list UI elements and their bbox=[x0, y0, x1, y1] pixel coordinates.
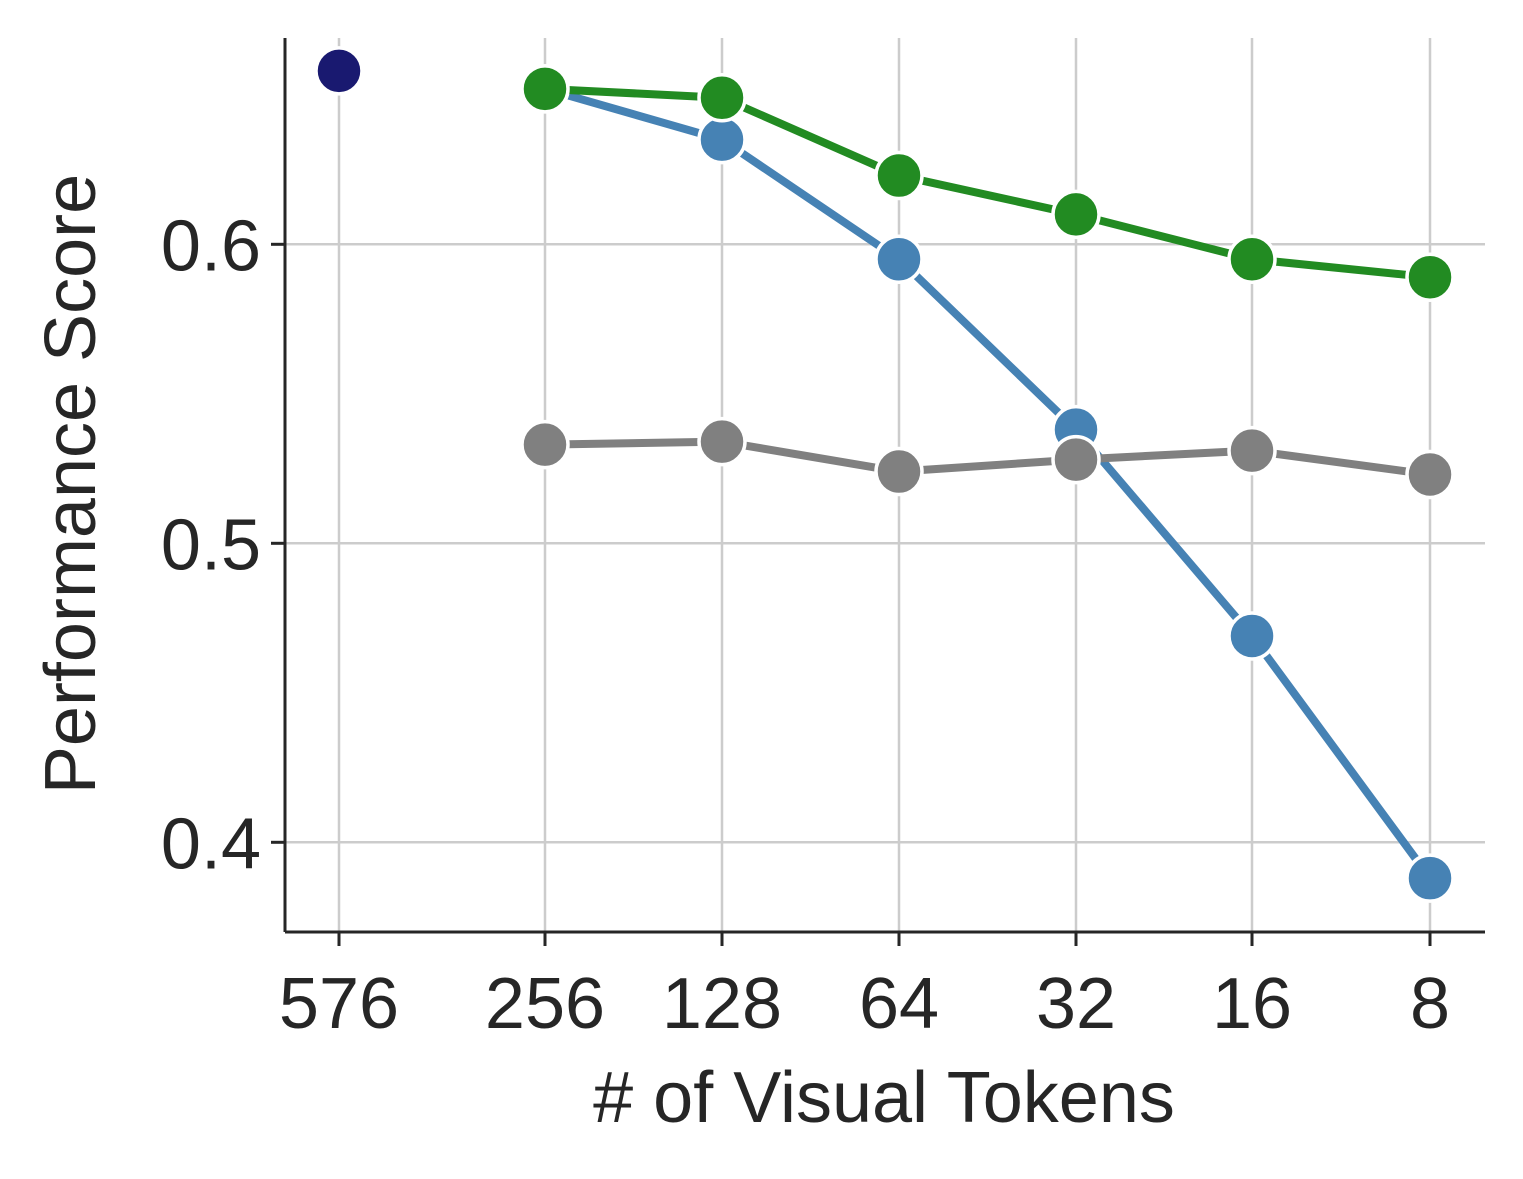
series-layer bbox=[314, 46, 1455, 903]
series-line bbox=[541, 84, 1434, 883]
x-tick-label: 128 bbox=[662, 964, 782, 1044]
data-point bbox=[697, 114, 747, 165]
data-point bbox=[314, 46, 364, 96]
data-point bbox=[874, 234, 924, 285]
x-tick-label: 256 bbox=[485, 964, 605, 1044]
data-point bbox=[1051, 434, 1101, 485]
data-point bbox=[1405, 252, 1455, 302]
series-3 bbox=[314, 46, 364, 96]
series-line bbox=[541, 84, 1434, 282]
data-point bbox=[520, 419, 570, 470]
data-point bbox=[1051, 189, 1101, 240]
x-axis-label: # of Visual Tokens bbox=[593, 1058, 1175, 1138]
y-tick-label: 0.4 bbox=[161, 804, 261, 884]
tick-labels: 576 256 128 64 32 16 8 0.4 0.5 0.6 bbox=[161, 206, 1450, 1044]
data-point bbox=[697, 416, 747, 467]
x-tick-label: 64 bbox=[859, 964, 939, 1044]
grid bbox=[285, 38, 1485, 932]
data-point bbox=[874, 446, 924, 497]
data-point bbox=[1405, 853, 1455, 903]
data-point bbox=[1227, 611, 1277, 661]
data-point bbox=[697, 73, 747, 123]
x-tick-label: 32 bbox=[1036, 964, 1116, 1044]
series-line bbox=[541, 437, 1434, 479]
y-tick-label: 0.5 bbox=[161, 505, 261, 585]
data-point bbox=[874, 150, 924, 201]
y-tick-label: 0.6 bbox=[161, 206, 261, 286]
x-tick-label: 16 bbox=[1212, 964, 1292, 1044]
x-tick-label: 8 bbox=[1410, 964, 1450, 1044]
data-point bbox=[520, 64, 570, 114]
series-2 bbox=[520, 416, 1455, 500]
series-1 bbox=[520, 64, 1455, 302]
axes-spines bbox=[271, 38, 1485, 946]
data-point bbox=[1405, 449, 1455, 500]
y-axis-label: Performance Score bbox=[31, 174, 111, 794]
data-point bbox=[1227, 425, 1277, 476]
data-point bbox=[1227, 234, 1277, 285]
x-tick-label: 576 bbox=[279, 964, 399, 1044]
